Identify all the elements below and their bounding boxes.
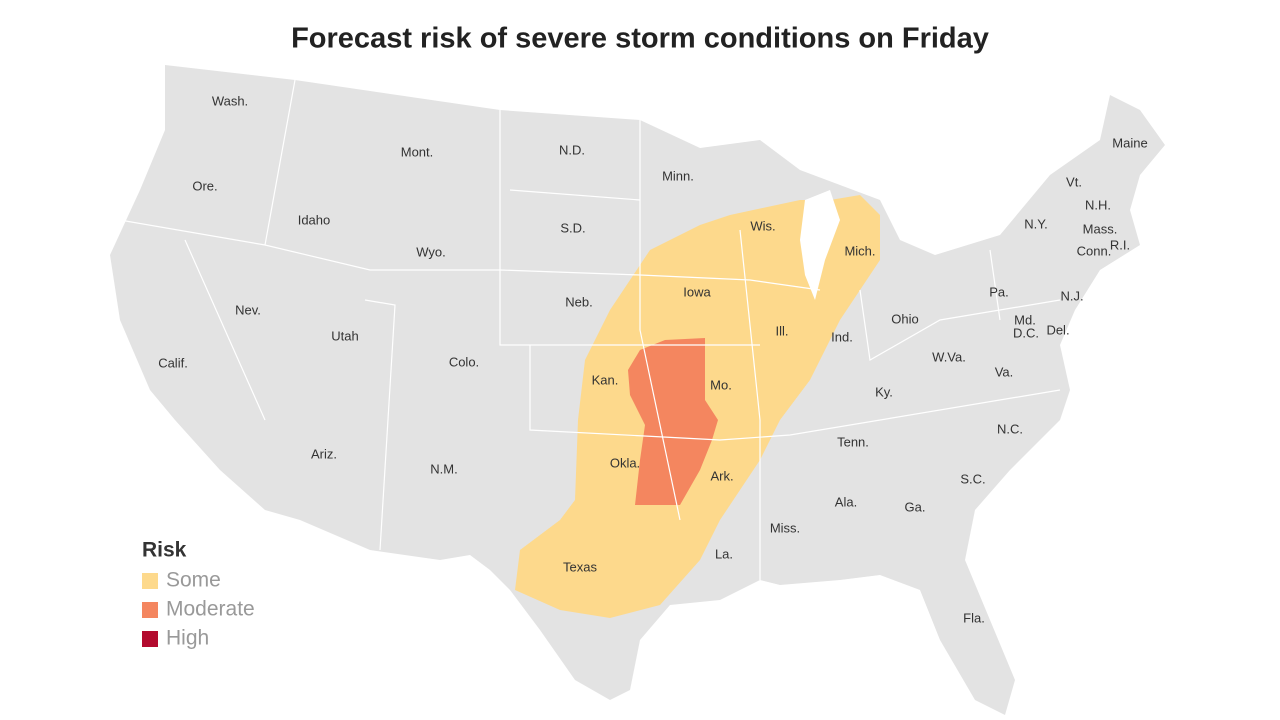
- state-label: N.Y.: [1024, 216, 1048, 231]
- legend-label: Some: [166, 569, 221, 592]
- legend-label: High: [166, 627, 209, 650]
- state-label: Ala.: [835, 494, 857, 509]
- state-labels: Wash. Ore. Calif. Idaho Nev. Mont. Wyo. Utah Ari…: [158, 93, 1148, 625]
- title: Forecast risk of severe storm conditions…: [291, 23, 989, 55]
- state-label: Okla.: [610, 455, 640, 470]
- state-label: N.C.: [997, 421, 1023, 436]
- state-label: Neb.: [565, 294, 592, 309]
- state-borders: [119, 79, 1061, 580]
- state-label: Pa.: [989, 284, 1009, 299]
- state-label: Calif.: [158, 355, 188, 370]
- state-label: N.J.: [1060, 288, 1083, 303]
- state-label: Ind.: [831, 329, 853, 344]
- state-label: N.M.: [430, 461, 457, 476]
- state-label: Maine: [1112, 135, 1147, 150]
- state-label: Nev.: [235, 302, 261, 317]
- state-label: N.H.: [1085, 197, 1111, 212]
- lake-michigan: [800, 190, 840, 300]
- legend-label: Moderate: [166, 598, 255, 621]
- state-label: Ga.: [905, 499, 926, 514]
- state-label: Kan.: [592, 372, 619, 387]
- state-label: Colo.: [449, 354, 479, 369]
- state-label: D.C.: [1013, 325, 1039, 340]
- state-label: Ark.: [710, 468, 733, 483]
- state-label: Tenn.: [837, 434, 869, 449]
- state-label: Del.: [1046, 322, 1069, 337]
- legend-swatch: [142, 602, 158, 618]
- state-label: Wyo.: [416, 244, 446, 259]
- state-label: Miss.: [770, 520, 800, 535]
- legend-swatch: [142, 631, 158, 647]
- state-label: Iowa: [683, 284, 711, 299]
- state-label: Ohio: [891, 311, 918, 326]
- state-label: Fla.: [963, 610, 985, 625]
- state-label: S.D.: [560, 220, 585, 235]
- state-label: Minn.: [662, 168, 694, 183]
- state-label: R.I.: [1110, 237, 1130, 252]
- legend-swatch: [142, 573, 158, 589]
- state-label: Ore.: [192, 178, 217, 193]
- state-label: Texas: [563, 559, 597, 574]
- state-label: Wash.: [212, 93, 248, 108]
- state-label: Wis.: [750, 218, 775, 233]
- state-label: La.: [715, 546, 733, 561]
- legend: Risk Some Moderate High: [142, 539, 255, 650]
- legend-title: Risk: [142, 539, 187, 562]
- state-label: Mo.: [710, 377, 732, 392]
- state-label: Mich.: [844, 243, 875, 258]
- state-label: Utah: [331, 328, 358, 343]
- state-label: Vt.: [1066, 174, 1082, 189]
- state-label: Mass.: [1083, 221, 1118, 236]
- state-label: Ariz.: [311, 446, 337, 461]
- state-label: Ky.: [875, 384, 893, 399]
- state-label: Mont.: [401, 144, 434, 159]
- state-label: Va.: [995, 364, 1014, 379]
- state-label: W.Va.: [932, 349, 966, 364]
- state-label: Md.: [1014, 312, 1036, 327]
- state-label: S.C.: [960, 471, 985, 486]
- state-label: Conn.: [1077, 243, 1112, 258]
- state-label: Idaho: [298, 212, 331, 227]
- state-label: Ill.: [776, 323, 789, 338]
- state-label: N.D.: [559, 142, 585, 157]
